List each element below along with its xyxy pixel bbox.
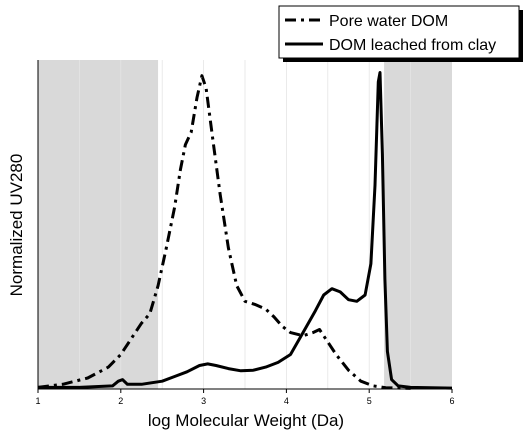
x-tick-label: 3 — [201, 396, 206, 406]
x-axis-title: log Molecular Weight (Da) — [148, 411, 344, 430]
x-tick-label: 5 — [367, 396, 372, 406]
x-tick-label: 4 — [284, 396, 289, 406]
x-tick-label: 1 — [35, 396, 40, 406]
shaded-region-1 — [384, 60, 452, 389]
series-line-pore-water-dom — [37, 74, 411, 390]
series-lines — [37, 71, 453, 390]
y-axis-title: Normalized UV280 — [7, 154, 26, 297]
series-line-dom-leached-from-clay — [38, 71, 453, 390]
legend-box — [278, 5, 520, 59]
x-tick-label: 2 — [118, 396, 123, 406]
legend-label: DOM leached from clay — [329, 37, 496, 54]
grid — [79, 60, 412, 389]
axes: 1 2 3 4 5 6 — [35, 60, 455, 406]
shaded-regions — [38, 60, 452, 389]
x-tick-label: 6 — [449, 396, 454, 406]
legend: Pore water DOM DOM leached from clay — [278, 5, 523, 62]
legend-label: Pore water DOM — [329, 13, 448, 30]
shaded-region-0 — [38, 60, 159, 389]
